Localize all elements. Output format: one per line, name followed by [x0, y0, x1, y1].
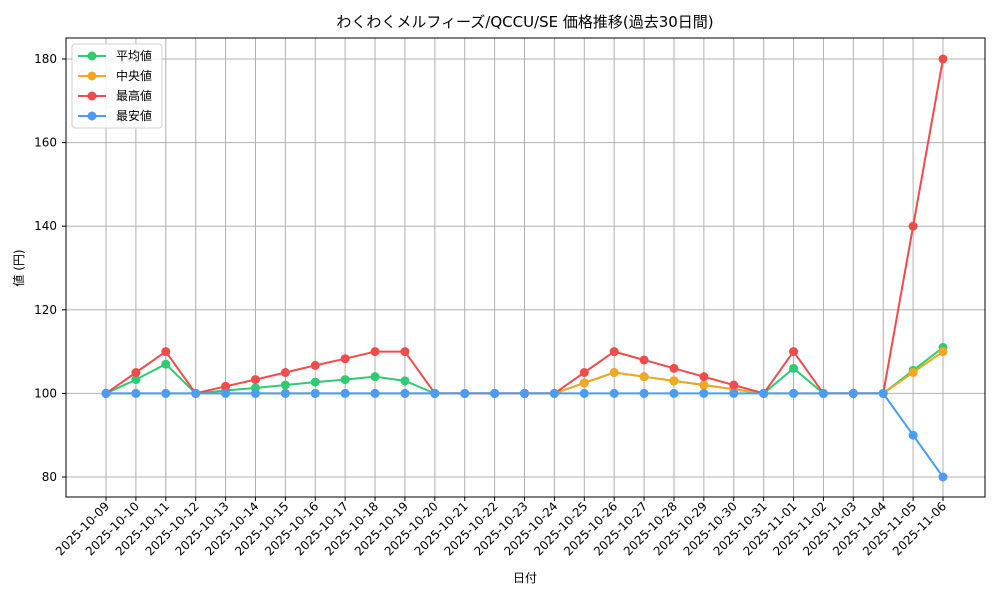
x-axis: 2025-10-092025-10-102025-10-112025-10-12…	[53, 497, 949, 558]
data-series	[101, 54, 948, 482]
data-point	[699, 388, 709, 398]
data-point	[669, 363, 679, 373]
y-axis: 80 100 120 140 160 180	[34, 52, 66, 484]
data-point	[310, 377, 320, 387]
data-point	[818, 388, 828, 398]
data-point	[280, 368, 290, 377]
data-point	[520, 388, 529, 398]
data-point	[699, 380, 709, 390]
data-point	[669, 376, 679, 386]
data-point	[938, 54, 948, 64]
y-tick-label: 100	[34, 386, 57, 400]
data-point	[789, 363, 799, 373]
data-point	[310, 388, 320, 398]
legend-item: 平均値	[78, 48, 152, 63]
data-point	[250, 388, 260, 398]
data-point	[579, 388, 589, 398]
data-point	[400, 347, 410, 357]
legend-marker-icon	[87, 91, 97, 101]
data-point	[549, 388, 559, 398]
y-tick-label: 120	[34, 303, 57, 317]
data-point	[131, 368, 141, 377]
data-point	[699, 372, 709, 382]
data-point	[908, 430, 918, 440]
x-axis-label: 日付	[513, 571, 537, 585]
y-tick-label: 160	[34, 136, 57, 150]
series-最安値	[101, 388, 948, 482]
data-point	[280, 388, 290, 398]
data-point	[400, 388, 410, 398]
data-point	[729, 388, 739, 398]
data-point	[101, 388, 111, 398]
plot-frame	[65, 37, 986, 498]
data-point	[729, 380, 739, 390]
data-point	[280, 380, 290, 390]
legend-label: 最安値	[116, 108, 152, 123]
legend-marker-icon	[87, 71, 97, 81]
data-point	[490, 388, 500, 398]
data-point	[161, 347, 171, 357]
data-point	[191, 388, 201, 398]
data-point	[370, 372, 380, 382]
data-point	[131, 388, 141, 398]
data-point	[400, 376, 410, 386]
data-point	[908, 221, 918, 231]
legend-label: 最高値	[116, 88, 152, 103]
legend-label: 平均値	[116, 48, 152, 63]
legend-box	[71, 43, 163, 129]
chart-title: わくわくメルフィーズ/QCCU/SE 価格推移(過去30日間)	[336, 13, 714, 31]
grid-lines	[66, 38, 985, 497]
data-point	[908, 368, 918, 377]
y-axis-label: 値 (円)	[11, 249, 26, 286]
data-point	[609, 388, 619, 398]
legend-item: 最安値	[78, 108, 152, 123]
data-point	[370, 347, 380, 357]
data-point	[221, 388, 231, 398]
data-point	[460, 388, 470, 398]
data-point	[579, 368, 589, 377]
data-point	[221, 381, 231, 391]
data-point	[759, 388, 769, 398]
data-point	[938, 472, 948, 482]
data-point	[938, 347, 948, 357]
data-point	[639, 372, 649, 382]
y-tick-label: 180	[34, 52, 57, 66]
data-point	[789, 347, 799, 357]
data-point	[789, 388, 799, 398]
data-point	[340, 388, 350, 398]
legend-marker-icon	[87, 51, 97, 61]
data-point	[250, 375, 260, 385]
y-tick-label: 80	[42, 470, 57, 484]
data-point	[161, 388, 171, 398]
data-point	[609, 347, 619, 357]
data-point	[609, 368, 619, 377]
data-point	[639, 388, 649, 398]
data-point	[878, 388, 888, 398]
data-point	[161, 359, 171, 369]
data-point	[340, 354, 350, 364]
legend-item: 中央値	[78, 68, 152, 83]
data-point	[340, 375, 350, 385]
data-point	[131, 375, 141, 385]
legend-marker-icon	[87, 111, 97, 121]
data-point	[639, 355, 649, 365]
legend-label: 中央値	[116, 68, 152, 83]
data-point	[430, 388, 440, 398]
data-point	[370, 388, 380, 398]
data-point	[310, 360, 320, 370]
data-point	[669, 388, 679, 398]
legend-item: 最高値	[78, 88, 152, 103]
data-point	[848, 388, 858, 398]
y-tick-label: 140	[34, 219, 57, 233]
data-point	[579, 378, 589, 388]
